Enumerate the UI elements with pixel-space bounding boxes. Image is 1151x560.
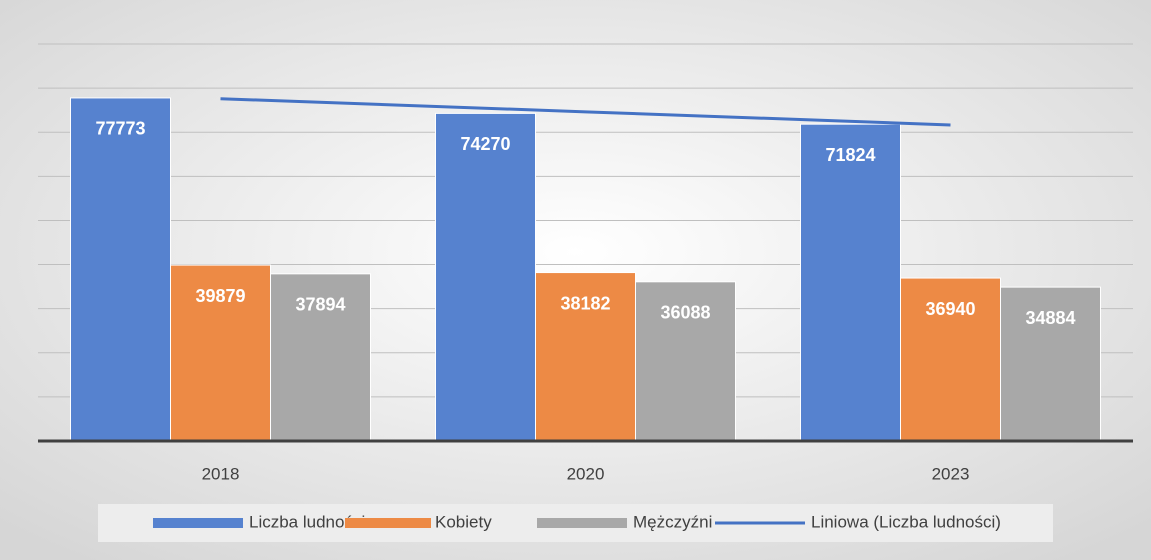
legend-label: Liczba ludności [249, 512, 365, 531]
bar [170, 264, 271, 442]
bar [635, 281, 736, 442]
legend-swatch [153, 518, 243, 528]
data-label: 39879 [195, 286, 245, 306]
x-tick-label: 2020 [567, 464, 605, 483]
bar [1000, 286, 1101, 442]
bar [800, 123, 901, 442]
legend-label: Mężczyźni [633, 512, 712, 531]
x-tick-label: 2023 [932, 464, 970, 483]
data-label: 77773 [95, 119, 145, 139]
legend-swatch [345, 518, 431, 528]
bar [435, 112, 536, 442]
bar [270, 273, 371, 442]
data-label: 38182 [560, 293, 610, 313]
data-label: 36088 [660, 303, 710, 323]
data-label: 74270 [460, 134, 510, 154]
legend-label: Liniowa (Liczba ludności) [811, 512, 1001, 531]
bar [70, 97, 171, 442]
data-label: 71824 [825, 145, 875, 165]
data-label: 36940 [925, 299, 975, 319]
data-label: 37894 [295, 295, 345, 315]
legend-swatch [537, 518, 627, 528]
data-label: 34884 [1025, 308, 1075, 328]
trend-line [220, 97, 951, 127]
x-tick-label: 2018 [202, 464, 240, 483]
legend-label: Kobiety [435, 512, 492, 531]
